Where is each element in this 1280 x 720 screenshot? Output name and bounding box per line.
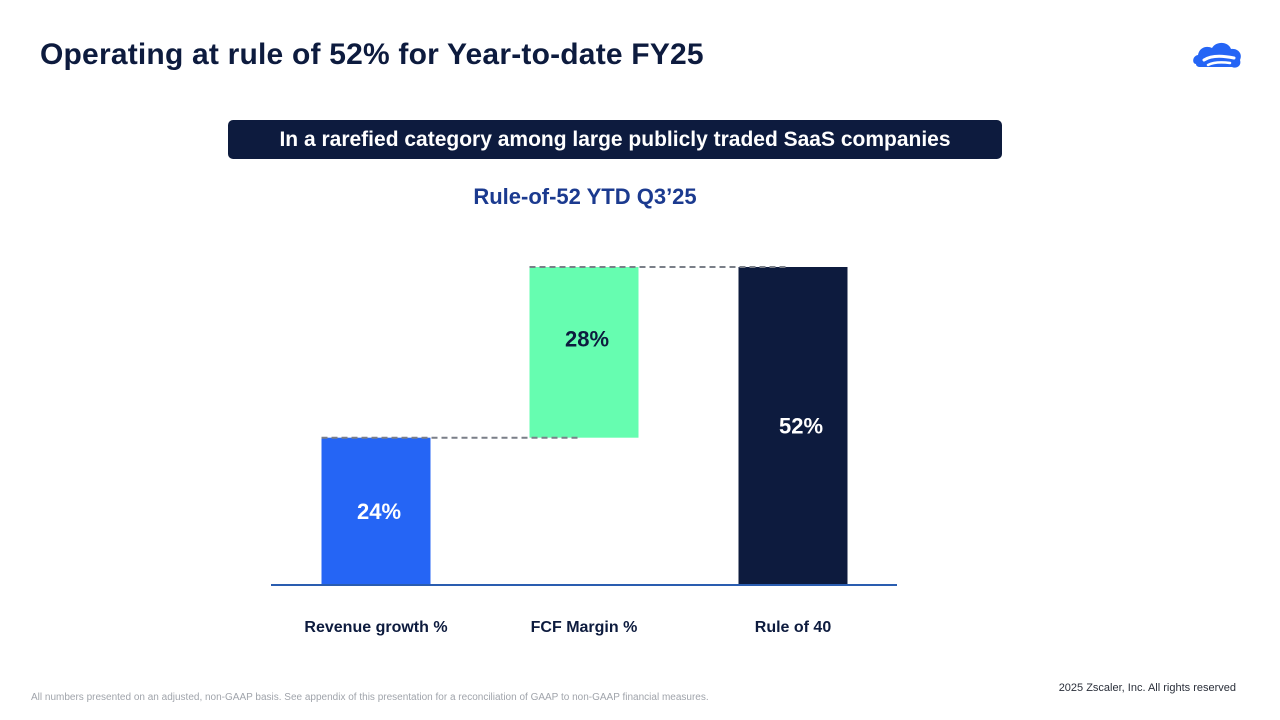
slide-title: Operating at rule of 52% for Year-to-dat… — [40, 38, 704, 71]
bar-3 — [738, 267, 848, 584]
category-label-2: FCF Margin % — [531, 619, 638, 636]
copyright: 2025 Zscaler, Inc. All rights reserved — [1058, 682, 1236, 694]
footnote: All numbers presented on an adjusted, no… — [31, 692, 709, 703]
data-label-3: 52% — [779, 414, 823, 439]
category-label-1: Revenue growth % — [304, 619, 447, 636]
bar-1 — [321, 437, 431, 584]
chart-title: Rule-of-52 YTD Q3’25 — [473, 184, 697, 209]
highlight-banner: In a rarefied category among large publi… — [228, 120, 1002, 159]
bar-2 — [529, 267, 639, 438]
data-label-1: 24% — [357, 499, 401, 524]
category-label-3: Rule of 40 — [755, 619, 832, 636]
zscaler-cloud-logo-icon — [1193, 42, 1241, 68]
data-label-2: 28% — [565, 327, 609, 352]
